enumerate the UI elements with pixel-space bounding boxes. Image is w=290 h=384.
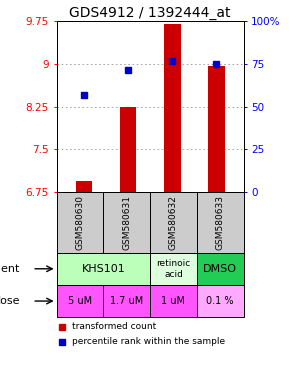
- FancyBboxPatch shape: [57, 192, 103, 253]
- FancyBboxPatch shape: [150, 192, 197, 253]
- FancyBboxPatch shape: [57, 253, 150, 285]
- FancyBboxPatch shape: [197, 285, 244, 317]
- FancyBboxPatch shape: [197, 192, 244, 253]
- Bar: [120, 106, 136, 192]
- Text: retinoic
acid: retinoic acid: [156, 259, 191, 278]
- Text: 5 uM: 5 uM: [68, 296, 92, 306]
- Text: KHS101: KHS101: [81, 264, 125, 274]
- Text: 1.7 uM: 1.7 uM: [110, 296, 143, 306]
- Text: agent: agent: [0, 264, 20, 274]
- Text: transformed count: transformed count: [72, 322, 156, 331]
- Text: percentile rank within the sample: percentile rank within the sample: [72, 337, 225, 346]
- Bar: [75, 180, 92, 192]
- FancyBboxPatch shape: [197, 253, 244, 285]
- Bar: [164, 24, 180, 192]
- Title: GDS4912 / 1392444_at: GDS4912 / 1392444_at: [69, 6, 231, 20]
- FancyBboxPatch shape: [103, 192, 150, 253]
- Text: GSM580633: GSM580633: [216, 195, 225, 250]
- FancyBboxPatch shape: [150, 285, 197, 317]
- Text: GSM580630: GSM580630: [75, 195, 84, 250]
- Text: GSM580632: GSM580632: [169, 195, 178, 250]
- FancyBboxPatch shape: [103, 285, 150, 317]
- Text: GSM580631: GSM580631: [122, 195, 131, 250]
- Text: 1 uM: 1 uM: [162, 296, 186, 306]
- Text: dose: dose: [0, 296, 20, 306]
- Bar: [208, 66, 225, 192]
- Text: DMSO: DMSO: [203, 264, 237, 274]
- Text: 0.1 %: 0.1 %: [206, 296, 234, 306]
- FancyBboxPatch shape: [57, 285, 103, 317]
- FancyBboxPatch shape: [150, 253, 197, 285]
